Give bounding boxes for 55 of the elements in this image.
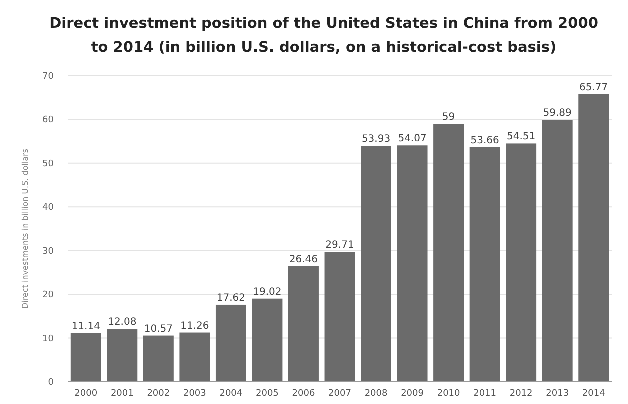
data-label: 10.57 <box>144 324 173 335</box>
bar <box>216 304 246 382</box>
data-label: 11.26 <box>180 320 210 332</box>
x-tick-label: 2003 <box>183 389 206 399</box>
y-tick-label: 50 <box>42 159 54 170</box>
bar <box>542 120 573 382</box>
chart-title: Direct investment position of the United States in China from 2000 to 2014 (in billion U.S. dollars, on a historical-cost basis) <box>50 16 598 56</box>
data-label: 12.08 <box>108 317 137 328</box>
bar <box>70 333 102 382</box>
x-tick-label: 2004 <box>220 389 243 399</box>
x-tick-label: 2012 <box>510 389 533 399</box>
x-tick-label: 2009 <box>401 389 424 399</box>
x-tick-label: 2005 <box>256 389 279 399</box>
data-label: 11.14 <box>72 321 100 332</box>
y-tick-label: 60 <box>42 116 54 126</box>
x-tick-label: 2001 <box>110 389 134 399</box>
bar <box>397 146 428 382</box>
x-tick-label: 2000 <box>74 389 98 399</box>
x-tick-label: 2014 <box>582 389 606 399</box>
bar <box>180 332 210 382</box>
x-tick-label: 2013 <box>546 389 570 399</box>
data-label: 59.89 <box>543 108 572 120</box>
x-tick-label: 2002 <box>147 389 170 399</box>
data-label: 54.51 <box>507 132 536 143</box>
y-tick-label: 40 <box>42 203 54 214</box>
y-tick-label: 30 <box>42 246 54 257</box>
bar <box>252 298 283 382</box>
x-tick-label: 2008 <box>364 389 388 399</box>
data-label: 53.66 <box>470 135 500 146</box>
bar <box>107 329 138 382</box>
data-label: 17.62 <box>216 292 246 304</box>
y-tick-label: 70 <box>42 72 54 82</box>
data-label: 29.71 <box>326 240 354 252</box>
bar <box>434 124 464 382</box>
bar <box>361 146 392 382</box>
bar <box>143 336 174 382</box>
y-axis-title: Direct investments in billion U.S. dollars <box>21 148 30 310</box>
y-tick-label: 20 <box>42 290 54 301</box>
data-label: 54.07 <box>398 134 427 145</box>
y-tick-label: 0 <box>48 378 54 388</box>
x-tick-label: 2010 <box>437 389 461 399</box>
data-label: 19.02 <box>253 286 282 298</box>
x-tick-label: 2011 <box>474 389 497 399</box>
y-tick-label: 10 <box>42 334 54 344</box>
bar <box>324 252 356 382</box>
bar <box>288 266 319 382</box>
bar <box>506 144 537 382</box>
bar <box>578 94 610 382</box>
data-label: 53.93 <box>362 134 391 146</box>
data-label: 26.46 <box>289 254 318 266</box>
bar <box>470 147 500 382</box>
x-tick-label: 2007 <box>328 389 352 399</box>
x-tick-label: 2006 <box>292 389 316 399</box>
data-label: 59 <box>442 112 456 124</box>
data-label: 65.77 <box>580 82 608 94</box>
